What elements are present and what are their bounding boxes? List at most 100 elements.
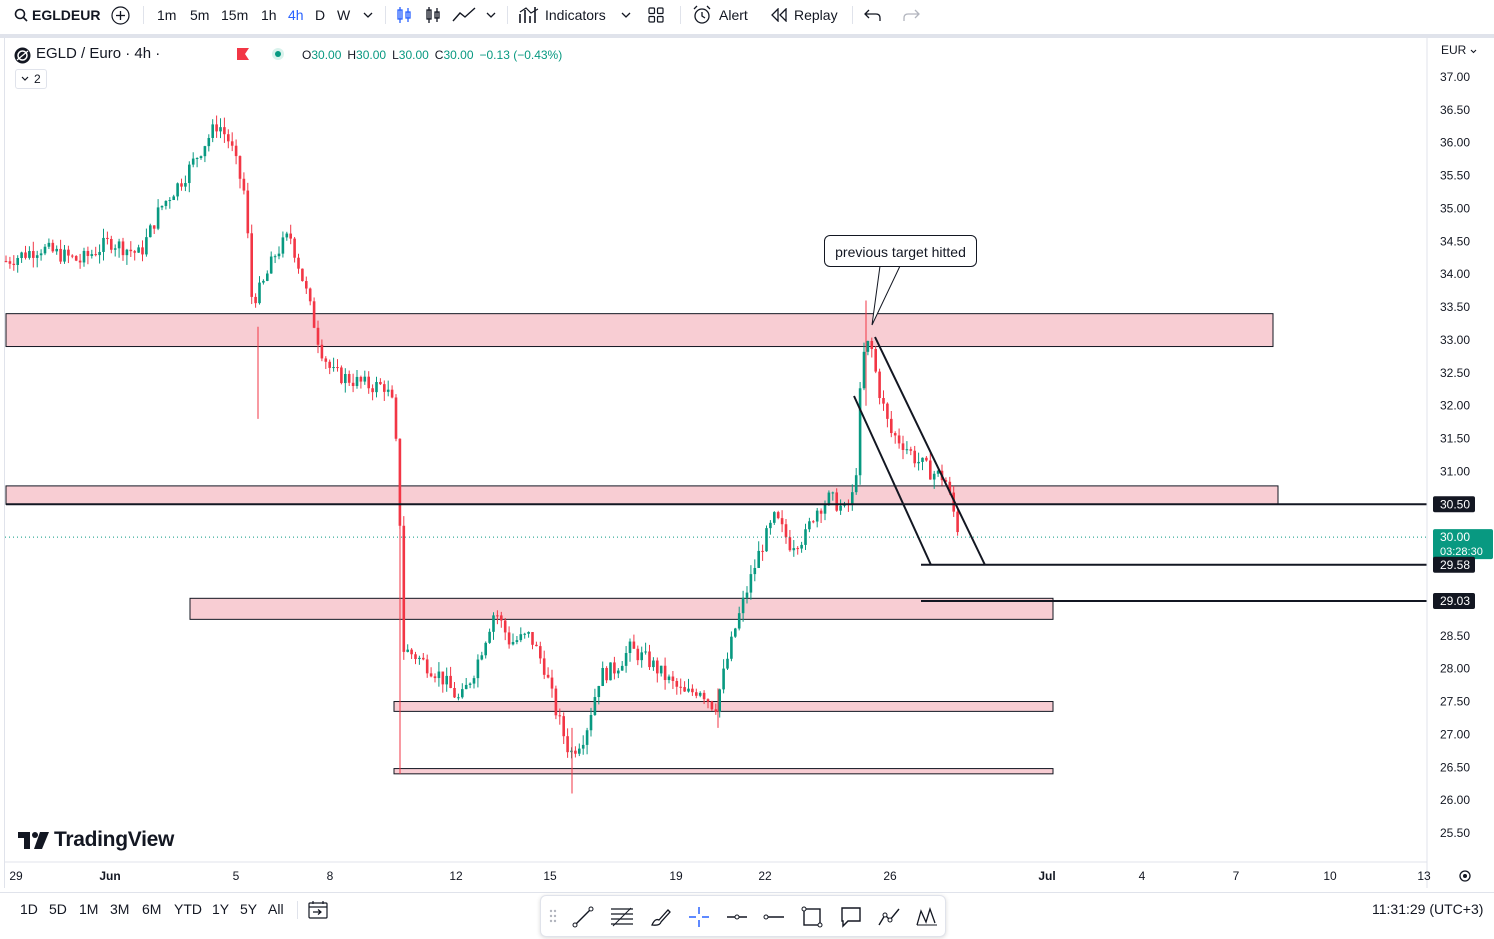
candle-body [636,648,640,661]
candle-body [359,376,363,382]
candle-body [379,381,382,385]
indicators-collapse-button[interactable]: 2 [15,69,47,89]
interval-1m[interactable]: 1m [157,7,177,23]
candle-body [215,124,218,132]
chart-canvas[interactable]: 37.00 36.50 36.00 35.50 35.00 34.50 34.00 33.50… [0,0,1494,892]
range-5y[interactable]: 5Y [240,901,258,917]
candle-body [862,351,866,389]
redo-icon[interactable] [902,8,920,22]
drag-handle-icon[interactable] [549,909,557,923]
replay-icon[interactable] [770,8,788,22]
calendar-goto-icon[interactable] [308,900,328,919]
candle [718,688,721,718]
range-1d[interactable]: 1D [20,901,38,917]
chevron-down-icon[interactable] [363,11,373,19]
candles-icon[interactable] [396,6,412,24]
interval-1h[interactable]: 1h [261,7,277,23]
candle [554,685,558,720]
interval-5m[interactable]: 5m [190,7,210,23]
indicators-button[interactable]: Indicators [545,7,606,23]
undo-icon[interactable] [864,8,882,22]
candle [86,246,90,265]
symbol-search[interactable]: EGLDEUR [32,7,101,23]
layout-grid-icon[interactable] [648,7,664,23]
pattern-icon[interactable] [915,906,939,928]
candle-body [765,528,768,552]
candle [523,632,526,639]
candle [921,457,924,471]
chevron-down-icon[interactable] [486,11,496,19]
clock-timezone[interactable]: 11:31:29 (UTC+3) [1372,901,1484,917]
candle-body [956,511,959,533]
candle [94,246,97,257]
candle [355,369,359,389]
currency-selector[interactable]: EUR [1441,43,1477,57]
interval-w[interactable]: W [337,7,351,23]
candle-body [149,225,152,238]
fib-retracement-icon[interactable] [610,906,634,928]
interval-d[interactable]: D [315,7,326,23]
alert-button[interactable]: Alert [719,7,748,23]
flag-icon[interactable] [236,47,250,61]
interval-4h[interactable]: 4h [288,7,304,23]
candle-body [578,748,581,754]
candle-body [137,247,140,253]
candle [141,240,144,262]
candle [648,644,651,671]
candle-body [203,146,207,157]
replay-button[interactable]: Replay [794,7,838,23]
candle [835,488,838,512]
candle [47,238,51,250]
chart-pane[interactable] [4,38,1494,888]
range-5d[interactable]: 5D [49,901,67,917]
support-resistance-zone [393,701,1054,712]
candle-body [98,251,101,256]
candle-body [890,418,893,434]
path-icon[interactable] [877,906,901,928]
candle [4,255,8,263]
range-1m[interactable]: 1M [79,901,99,917]
candle [336,359,339,372]
range-ytd[interactable]: YTD [174,901,202,917]
candle [250,224,253,305]
candle [12,255,16,271]
brush-icon[interactable] [649,906,671,928]
time-tick-label: 12 [449,869,463,883]
price-tick-label: 27.50 [1440,695,1470,709]
trend-line-icon[interactable] [572,906,594,928]
candle-body [301,268,304,282]
annotation-callout[interactable]: previous target hitted [824,235,977,267]
range-6m[interactable]: 6M [142,901,162,917]
candle-body [47,242,51,247]
callout-icon[interactable] [840,906,862,928]
candle-body [422,657,425,660]
candle-body [383,384,386,392]
crosshair-icon[interactable] [688,906,710,928]
interval-15m[interactable]: 15m [221,7,249,23]
range-3m[interactable]: 3M [110,901,130,917]
time-tick-label: 22 [758,869,772,883]
candle-body [874,348,877,372]
bars-icon[interactable] [425,6,441,24]
compare-add-icon[interactable] [111,6,130,25]
support-resistance-zone [5,485,1279,505]
alarm-clock-icon[interactable] [692,5,712,25]
candle [445,667,448,692]
chevron-down-icon[interactable] [621,11,631,19]
rectangle-icon[interactable] [801,906,823,928]
price-tick-label: 26.00 [1440,793,1470,807]
candle [211,119,214,143]
candle [230,132,234,152]
horizontal-ray-icon[interactable] [726,906,748,928]
horizontal-line-icon[interactable] [763,906,785,928]
candle-body [254,296,257,304]
line-chart-icon[interactable] [452,7,476,23]
search-icon[interactable] [14,8,28,22]
candle [605,666,608,684]
range-all[interactable]: All [268,901,284,917]
candle [82,247,86,267]
range-1y[interactable]: 1Y [212,901,230,917]
indicators-icon[interactable] [519,6,539,24]
candle [273,254,277,264]
candle [695,688,698,699]
